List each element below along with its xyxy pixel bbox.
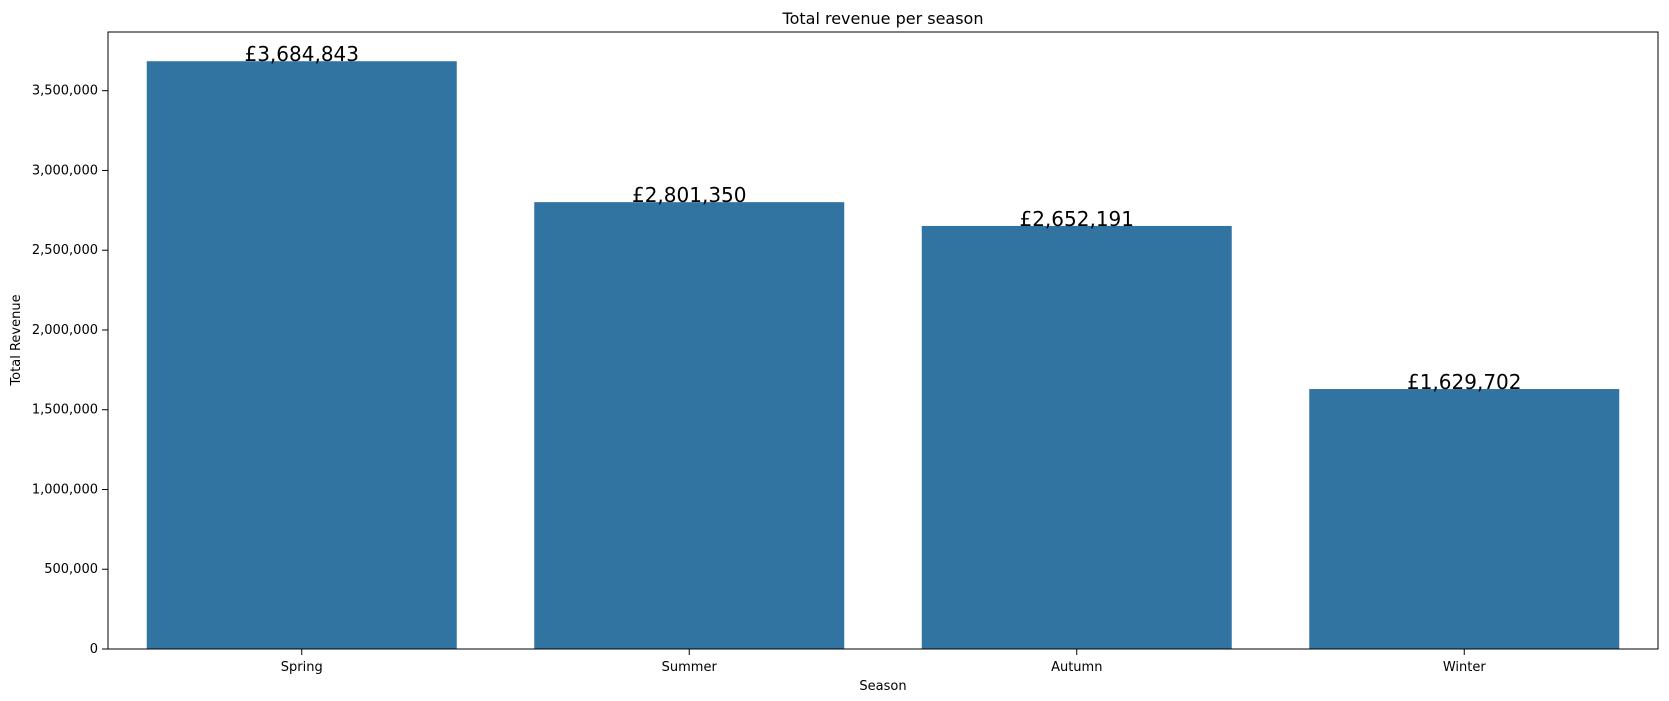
y-axis-label: Total Revenue — [9, 294, 24, 386]
data-label-winter: £1,629,702 — [1407, 370, 1522, 394]
x-ticks: Spring Summer Autumn Winter — [281, 649, 1487, 675]
data-label-spring: £3,684,843 — [244, 42, 359, 66]
bar-summer — [534, 202, 845, 649]
plot-frame — [107, 31, 1659, 650]
x-tick-label-winter: Winter — [1443, 660, 1487, 675]
x-axis-label: Season — [859, 679, 906, 694]
data-label-autumn: £2,652,191 — [1019, 207, 1134, 231]
y-tick-label: 1,500,000 — [32, 403, 98, 418]
y-tick-label: 3,500,000 — [32, 84, 98, 99]
data-label-summer: £2,801,350 — [632, 183, 747, 207]
x-tick-label-autumn: Autumn — [1051, 660, 1102, 675]
chart-title: Total revenue per season — [782, 9, 984, 28]
bars — [146, 61, 1620, 649]
y-tick-label: 1,000,000 — [32, 482, 98, 497]
bar-winter — [1309, 389, 1620, 649]
data-labels: £3,684,843 £2,801,350 £2,652,191 £1,629,702 — [244, 42, 1521, 394]
y-tick-label: 2,500,000 — [32, 243, 98, 258]
bar-spring — [146, 61, 457, 649]
x-tick-label-spring: Spring — [281, 660, 323, 675]
y-ticks: 0 500,000 1,000,000 1,500,000 2,000,000 2,500… — [32, 84, 108, 657]
x-tick-label-summer: Summer — [662, 660, 718, 675]
bar-autumn — [921, 225, 1232, 649]
y-tick-label: 3,000,000 — [32, 163, 98, 178]
y-tick-label: 0 — [90, 642, 98, 657]
y-tick-label: 2,000,000 — [32, 323, 98, 338]
y-tick-label: 500,000 — [44, 562, 98, 577]
